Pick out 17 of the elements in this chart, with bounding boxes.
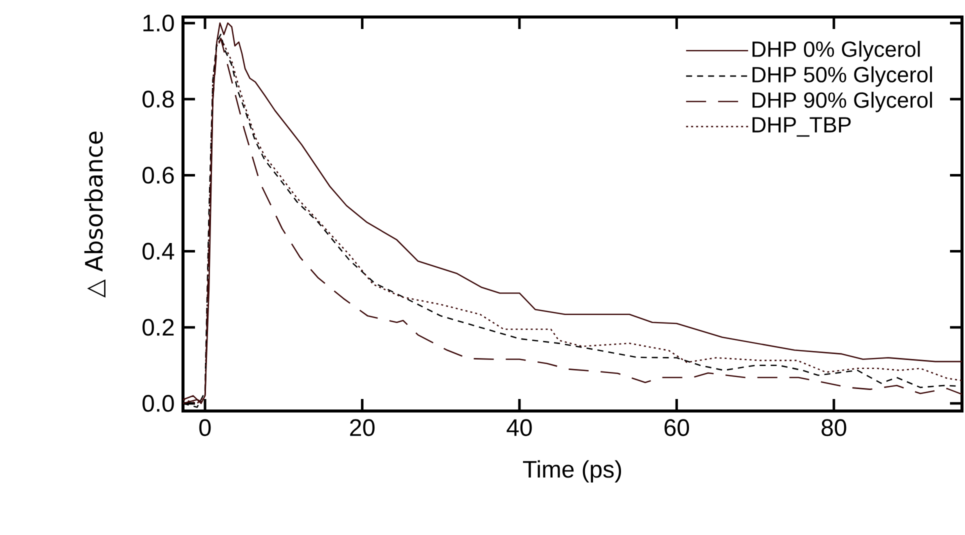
y-tick-label: 0.0 (142, 394, 174, 412)
x-tick-label: 60 (664, 419, 690, 436)
y-tick-label: 0.4 (142, 242, 174, 260)
legend-label: DHP_TBP (752, 117, 851, 137)
x-tick-label: 20 (350, 419, 375, 436)
y-axis-title: △ Absorbance (84, 132, 106, 298)
x-tick-label: 80 (822, 419, 846, 436)
x-tick-label: 0 (199, 419, 211, 436)
x-tick-label: 40 (506, 419, 532, 436)
y-tick-label: 1.0 (143, 14, 174, 32)
x-axis-title: Time (ps) (523, 460, 622, 483)
y-tick-label: 0.2 (142, 318, 174, 336)
legend-label: DHP 0% Glycerol (752, 40, 920, 62)
legend-label: DHP 50% Glycerol (752, 66, 932, 87)
y-tick-label: 0.8 (142, 90, 174, 108)
legend-label: DHP 90% Glycerol (752, 92, 932, 112)
y-tick-label: 0.6 (142, 166, 174, 184)
